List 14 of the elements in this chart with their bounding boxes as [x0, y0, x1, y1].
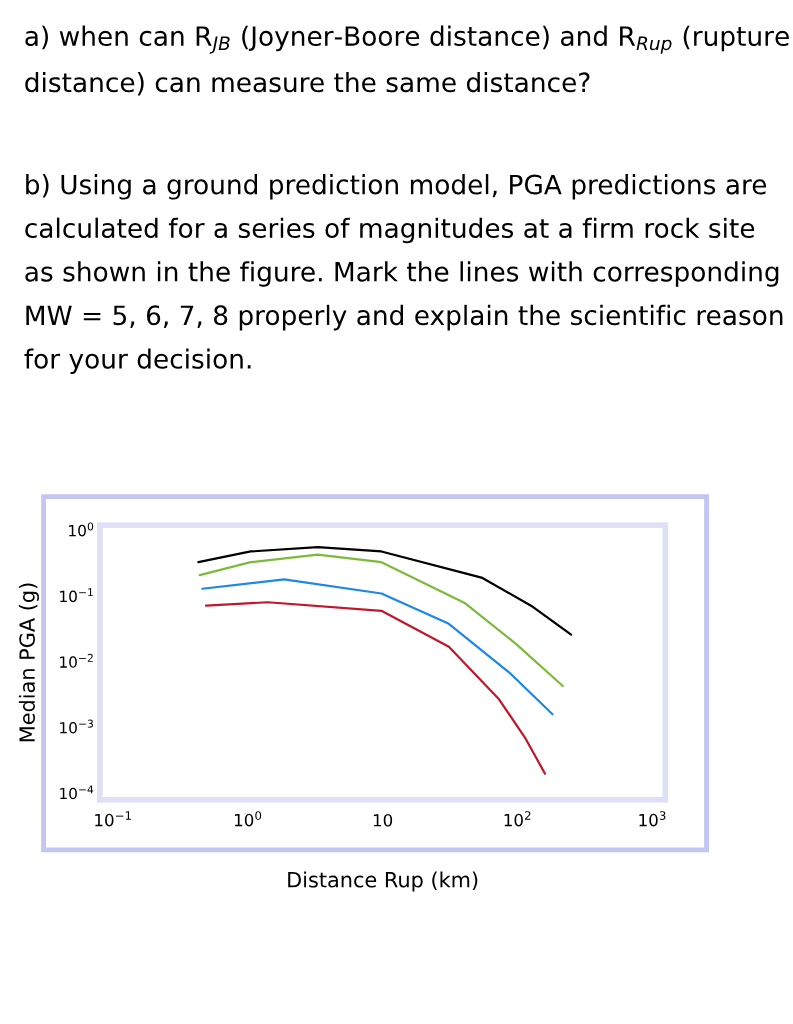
y-tick-label: 10$^{−3}$ — [60, 719, 93, 734]
text: a) when can R$_{JB}$ (Joyner-Boore distance) and R$_{Rup}$ (rupture distance) can measure the same distance? — [25, 25, 789, 96]
x-tick-label: 10$^{3}$ — [639, 811, 666, 827]
x-tick-label: 10$^{2}$ — [504, 811, 531, 827]
y-tick-label: 10$^{−1}$ — [60, 588, 93, 603]
text: b) Using a ground prediction model, PGA predictions are calculated for a series of magnitudes at a firm rock site as shown in the figure. Mark the lines with corresponding MW = 5, 6, 7, 8 properly and explain the scientific reason for your decision. — [24, 174, 783, 374]
x-axis-title: Distance Rup (km) — [288, 871, 478, 892]
y-tick-label: 10$^{−4}$ — [60, 785, 94, 800]
x-tick-label: 10 — [373, 813, 393, 827]
y-tick-label: 10$^{−2}$ — [60, 653, 93, 668]
y-tick-label: 10$^{0}$ — [69, 522, 94, 537]
y-axis-title: Median PGA (g) — [18, 583, 40, 742]
x-tick-label: 10$^{−1}$ — [95, 811, 131, 827]
x-tick-label: 10$^{0}$ — [234, 811, 262, 827]
